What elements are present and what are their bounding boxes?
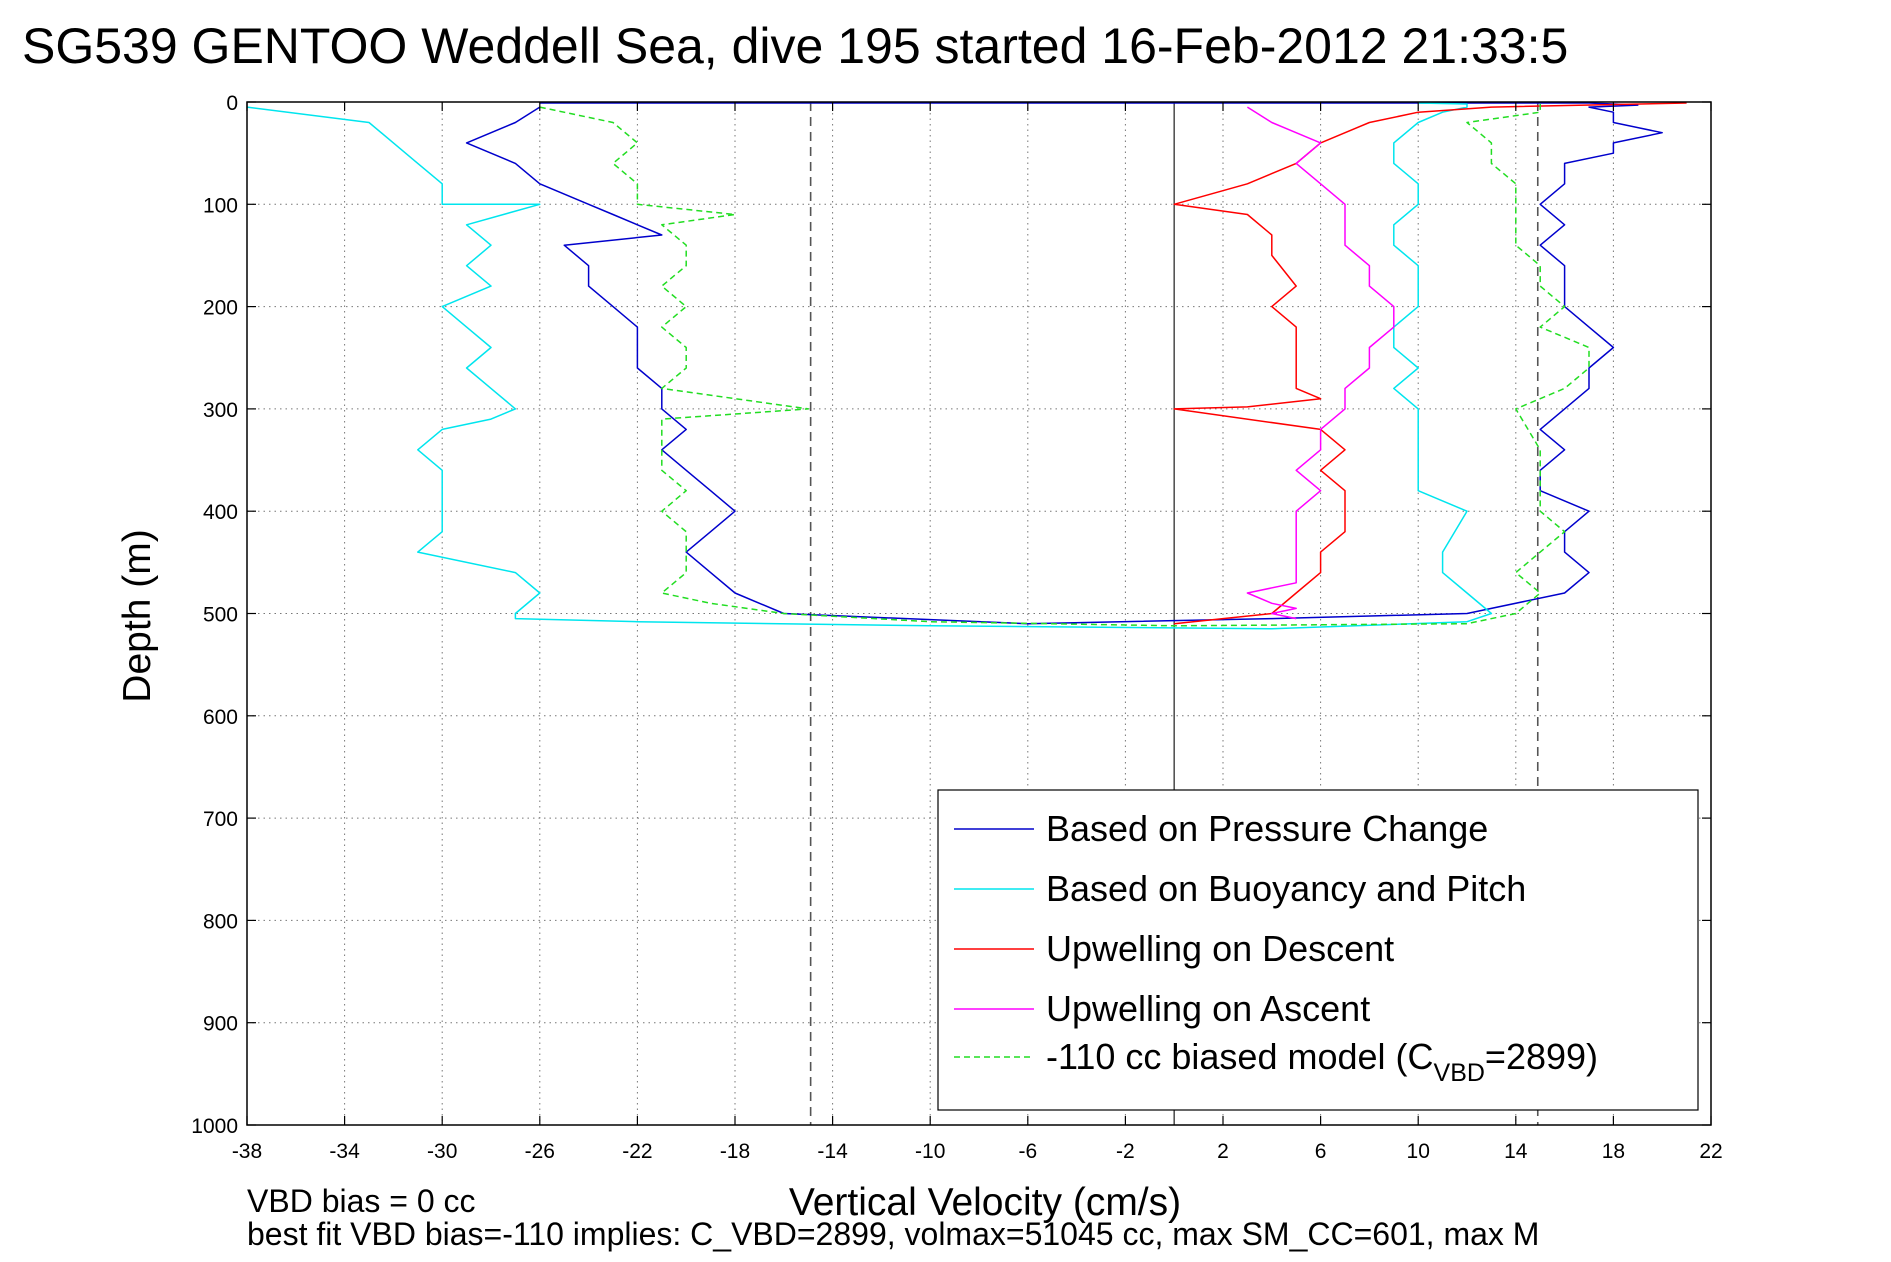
series-line-3 <box>1246 106 1395 620</box>
y-tick-label: 800 <box>203 910 238 933</box>
x-tick-label: 22 <box>1699 1140 1722 1163</box>
y-tick-label: 700 <box>203 808 238 831</box>
x-axis-label: Vertical Velocity (cm/s) <box>789 1181 1181 1224</box>
y-axis-ticks: 0 100 200 300 400 500 600 700 800 900 1000 <box>191 92 1711 1138</box>
x-tick-label: -18 <box>720 1140 750 1163</box>
legend-label-2: Upwelling on Descent <box>1046 928 1394 969</box>
x-tick-label: -6 <box>1018 1140 1037 1163</box>
x-tick-label: -22 <box>622 1140 652 1163</box>
x-tick-label: -2 <box>1116 1140 1135 1163</box>
series-line-2 <box>1173 102 1687 625</box>
y-tick-label: 100 <box>203 194 238 217</box>
x-tick-label: -30 <box>427 1140 457 1163</box>
y-tick-label: 1000 <box>191 1115 238 1138</box>
series-lines <box>246 102 1687 630</box>
x-tick-label: -14 <box>817 1140 848 1163</box>
y-axis-label: Depth (m) <box>116 529 159 702</box>
legend-label-1: Based on Buoyancy and Pitch <box>1046 868 1526 909</box>
y-tick-label: 900 <box>203 1013 238 1036</box>
series-line-4 <box>539 103 1590 627</box>
x-tick-label: 14 <box>1504 1140 1528 1163</box>
annotation-best-fit: best fit VBD bias=-110 implies: C_VBD=28… <box>247 1216 1539 1252</box>
y-tick-label: 600 <box>203 706 238 729</box>
x-tick-label: -26 <box>525 1140 555 1163</box>
y-tick-label: 300 <box>203 399 238 422</box>
series-line-0 <box>465 102 1663 625</box>
y-tick-label: 400 <box>203 501 238 524</box>
series-line-1 <box>246 102 1493 630</box>
legend-label-0: Based on Pressure Change <box>1046 808 1488 849</box>
x-tick-label: -10 <box>915 1140 945 1163</box>
y-tick-label: 500 <box>203 604 238 627</box>
chart-title: SG539 GENTOO Weddell Sea, dive 195 start… <box>22 18 1568 74</box>
x-tick-label: -38 <box>232 1140 262 1163</box>
legend-box <box>937 789 1699 1111</box>
x-tick-label: 18 <box>1602 1140 1625 1163</box>
x-tick-label: 10 <box>1407 1140 1430 1163</box>
x-tick-label: 6 <box>1315 1140 1327 1163</box>
legend: Based on Pressure Change Based on Buoyanc… <box>937 789 1699 1111</box>
y-tick-label: 200 <box>203 297 238 320</box>
annotation-vbd-bias: VBD bias = 0 cc <box>247 1183 476 1219</box>
x-tick-label: 2 <box>1217 1140 1229 1163</box>
x-tick-label: -34 <box>329 1140 360 1163</box>
x-axis-ticks: -38 -34 -30 -26 -22 -18 -14 -10 -6 -2 2 6 10 14 18 22 <box>232 102 1723 1163</box>
y-tick-label: 0 <box>226 92 238 115</box>
legend-label-3: Upwelling on Ascent <box>1046 988 1370 1029</box>
